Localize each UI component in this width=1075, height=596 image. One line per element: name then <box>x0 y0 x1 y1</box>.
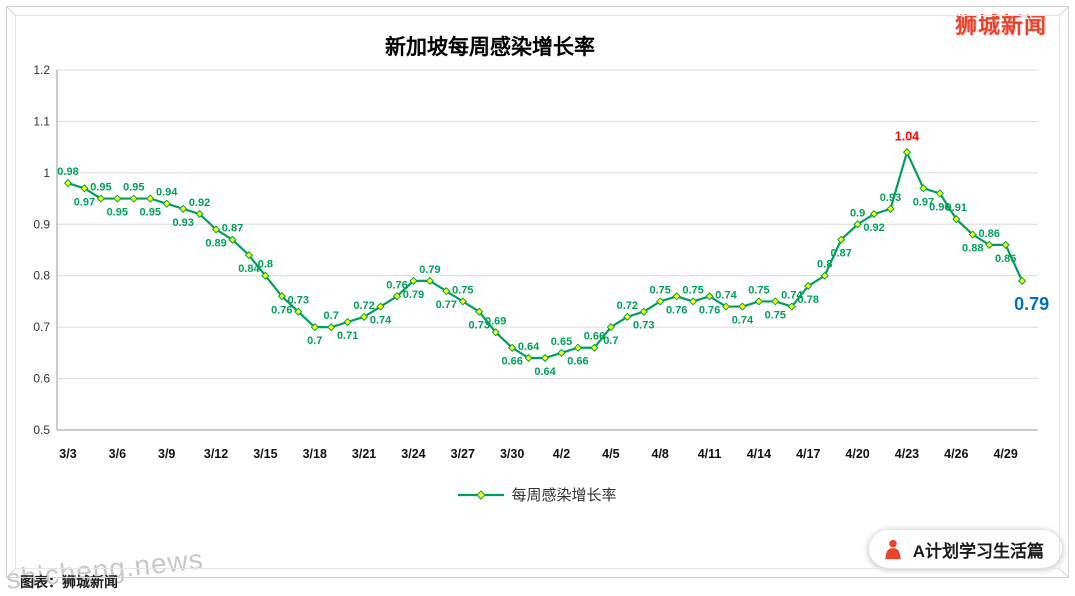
point-label: 0.87 <box>222 223 243 235</box>
y-tick-label: 1.2 <box>33 63 50 77</box>
point-label: 0.87 <box>830 248 851 260</box>
x-tick-label: 4/2 <box>553 447 570 461</box>
point-label: 0.86 <box>978 228 999 240</box>
point-label: 0.95 <box>90 182 111 194</box>
person-icon <box>884 539 901 560</box>
point-label: 0.65 <box>551 336 572 348</box>
y-tick-label: 0.8 <box>33 269 50 283</box>
point-label: 0.71 <box>337 330 358 342</box>
x-tick-label: 3/27 <box>451 447 475 461</box>
x-tick-label: 3/24 <box>401 447 425 461</box>
last-point-label: 0.79 <box>1014 294 1049 314</box>
point-label: 0.75 <box>765 309 786 321</box>
chart-legend: 每周感染增长率 <box>0 484 1075 505</box>
x-tick-label: 3/6 <box>109 447 126 461</box>
point-label: 0.8 <box>817 259 832 271</box>
y-tick-label: 0.6 <box>33 372 50 386</box>
point-label: 0.75 <box>748 284 769 296</box>
point-label: 0.74 <box>370 315 392 327</box>
channel-badge: A计划学习生活篇 <box>868 530 1062 568</box>
point-label: 0.91 <box>946 202 967 214</box>
point-label: 0.7 <box>603 335 618 347</box>
x-tick-label: 3/9 <box>158 447 175 461</box>
channel-badge-label: A计划学习生活篇 <box>912 541 1044 561</box>
x-tick-label: 4/20 <box>845 447 869 461</box>
chart-card: 0.5 0.6 0.7 0.8 0.9 1 1.1 1.2 3/3 3/6 3/9 3/12 3/15 3… <box>0 6 1075 596</box>
point-label: 0.93 <box>880 192 901 204</box>
x-tick-label: 3/21 <box>352 447 376 461</box>
point-label: 0.74 <box>715 290 737 302</box>
x-tick-label: 4/14 <box>747 447 771 461</box>
x-tick-label: 3/15 <box>253 447 277 461</box>
y-tick-label: 1 <box>43 166 50 180</box>
point-label: 0.72 <box>617 300 638 312</box>
point-label: 0.64 <box>518 341 540 353</box>
x-tick-label: 3/30 <box>500 447 524 461</box>
point-label: 0.8 <box>258 259 273 271</box>
point-label: 0.77 <box>436 299 457 311</box>
point-label: 0.9 <box>850 207 865 219</box>
point-label: 0.76 <box>666 304 687 316</box>
point-label: 0.95 <box>123 182 144 194</box>
x-tick-label: 3/18 <box>303 447 327 461</box>
legend-line-marker-icon <box>458 489 505 500</box>
point-label: 0.73 <box>633 320 654 332</box>
markers <box>63 148 1027 363</box>
x-tick-label: 4/29 <box>993 447 1017 461</box>
x-tick-label: 3/3 <box>59 447 76 461</box>
point-label: 0.88 <box>962 243 983 255</box>
point-label: 0.7 <box>307 335 322 347</box>
point-label: 0.66 <box>584 331 605 343</box>
point-label: 0.79 <box>403 289 424 301</box>
x-tick-label: 4/8 <box>652 447 669 461</box>
x-tick-label: 4/11 <box>698 447 722 461</box>
point-label: 0.98 <box>57 166 78 178</box>
x-tick-label: 4/5 <box>602 447 619 461</box>
chart-title: 新加坡每周感染增长率 <box>385 36 595 59</box>
x-tick-label: 4/17 <box>796 447 820 461</box>
x-tick-label: 4/23 <box>895 447 919 461</box>
point-label: 0.75 <box>649 284 670 296</box>
y-tick-label: 0.5 <box>33 423 50 437</box>
point-label: 0.95 <box>107 207 128 219</box>
point-label: 0.92 <box>189 197 210 209</box>
x-tick-label: 3/12 <box>204 447 228 461</box>
y-tick-label: 0.9 <box>33 217 50 231</box>
point-label: 0.93 <box>172 217 193 229</box>
point-label: 0.74 <box>732 315 754 327</box>
point-label: 0.64 <box>534 366 556 378</box>
y-tick-label: 0.7 <box>33 320 50 334</box>
point-label: 0.79 <box>419 264 440 276</box>
point-label: 0.66 <box>501 356 522 368</box>
legend-label: 每周感染增长率 <box>511 487 617 504</box>
point-label: 0.89 <box>205 237 226 249</box>
point-label: 0.73 <box>288 295 309 307</box>
point-label: 0.97 <box>74 196 95 208</box>
brand-logo: 狮城新闻 <box>954 13 1047 38</box>
point-label: 0.69 <box>485 315 506 327</box>
point-label: 0.86 <box>995 253 1016 265</box>
chart-credit: 图表：狮城新闻 <box>20 574 118 590</box>
page: { "header": { "brand": "狮城新闻", "brand_co… <box>0 6 1075 596</box>
point-label: 0.75 <box>452 284 473 296</box>
point-label: 0.95 <box>140 207 161 219</box>
point-label: 0.7 <box>324 310 339 322</box>
point-label: 0.92 <box>863 222 884 234</box>
x-tick-label: 4/26 <box>944 447 968 461</box>
point-labels: 0.98 0.97 0.95 0.95 0.95 0.95 0.94 0.93 0.92 0.89… <box>57 129 1049 378</box>
point-label: 0.72 <box>353 300 374 312</box>
gridlines <box>57 69 1038 380</box>
point-label: 0.66 <box>567 356 588 368</box>
y-tick-label: 1.1 <box>33 114 50 128</box>
point-label: 0.76 <box>699 304 720 316</box>
point-label: 0.78 <box>798 294 819 306</box>
point-label: 0.94 <box>156 187 178 199</box>
peak-point-label: 1.04 <box>895 129 919 143</box>
point-label: 0.75 <box>682 284 703 296</box>
